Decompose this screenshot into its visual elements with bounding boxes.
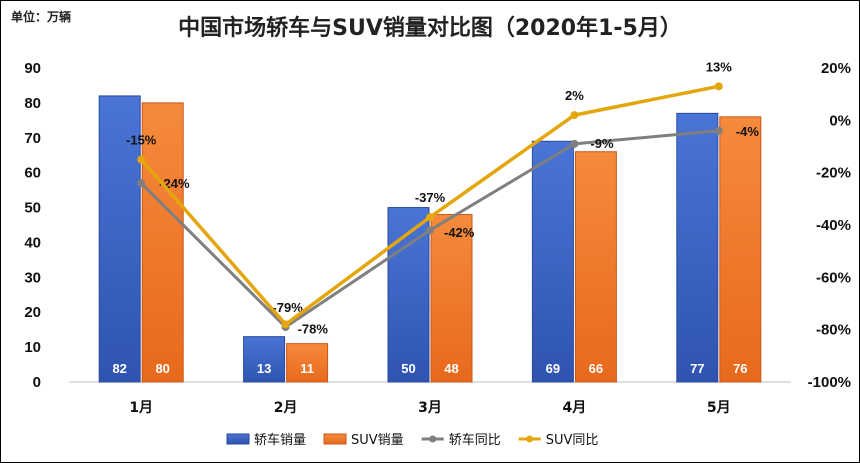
line-value-label: -15% (126, 133, 157, 148)
y-left-tick-label: 0 (33, 374, 41, 391)
line-point (137, 179, 146, 188)
legend-label: 轿车同比 (449, 432, 501, 448)
legend-label: 轿车销量 (254, 432, 306, 448)
legend-label: SUV销量 (351, 433, 404, 448)
bar-sedan (676, 112, 719, 383)
y-right-tick-label: -20% (816, 165, 851, 182)
line-value-label: -37% (415, 190, 446, 205)
bar-value-label: 11 (300, 361, 314, 376)
bar-sedan (98, 95, 141, 383)
bar-sedan (243, 336, 286, 383)
y-left-tick-label: 10 (24, 339, 41, 356)
y-right-tick-label: 20% (821, 60, 851, 77)
y-right-tick-label: -80% (816, 322, 851, 339)
chart-title: 中国市场轿车与SUV销量对比图（2020年1-5月） (178, 15, 682, 41)
y-left-tick-label: 50 (24, 200, 41, 217)
line-value-label: -42% (444, 225, 475, 240)
line-point (426, 226, 434, 235)
bar-value-label: 13 (257, 361, 271, 376)
bar-value-label: 82 (112, 361, 126, 376)
y-left-tick-label: 80 (24, 95, 41, 112)
line-point (714, 126, 723, 135)
bar-suv (286, 343, 329, 383)
legend-marker (526, 435, 534, 443)
line-point (137, 155, 146, 164)
x-category-label: 1月 (129, 400, 153, 416)
bar-value-label: 48 (444, 361, 458, 376)
legend-marker (429, 435, 437, 443)
bar-value-label: 50 (401, 361, 415, 376)
x-category-label: 2月 (274, 400, 298, 416)
line-point (570, 139, 579, 148)
line-point (714, 82, 723, 91)
y-left-tick-label: 30 (24, 269, 41, 286)
bar-suv (719, 116, 762, 383)
line-value-label: -79% (272, 300, 303, 315)
y-left-tick-label: 20 (24, 304, 41, 321)
bar-suv (574, 151, 617, 383)
legend-label: SUV同比 (546, 433, 599, 448)
y-left-tick-label: 90 (24, 60, 41, 77)
x-category-label: 3月 (418, 400, 442, 416)
bar-suv (430, 214, 473, 383)
y-left-tick-label: 70 (24, 130, 41, 147)
line-value-label: 2% (565, 88, 584, 103)
bar-value-label: 69 (546, 361, 560, 376)
legend-swatch (226, 433, 250, 445)
legend-swatch (323, 433, 347, 445)
line-suv-yoy (139, 84, 720, 327)
y-left-tick-label: 60 (24, 165, 41, 182)
line-point (281, 320, 290, 329)
bar-value-label: 76 (733, 361, 747, 376)
bar-suv (141, 102, 184, 383)
y-left-tick-label: 40 (24, 234, 41, 251)
x-category-label: 5月 (707, 400, 731, 416)
line-value-label: 13% (706, 59, 732, 74)
line-value-label: -78% (298, 321, 329, 336)
unit-label: 单位：万辆 (11, 9, 71, 24)
line-value-label: -9% (590, 136, 614, 151)
y-right-tick-label: -60% (816, 269, 851, 286)
bar-value-label: 77 (690, 361, 704, 376)
y-right-tick-label: -100% (808, 374, 851, 391)
y-right-tick-label: -40% (816, 217, 851, 234)
bar-sedan (531, 140, 574, 383)
y-right-tick-label: 0% (829, 112, 851, 129)
x-category-label: 4月 (563, 400, 587, 416)
bar-value-label: 80 (155, 361, 169, 376)
line-value-label: -4% (736, 124, 760, 139)
bar-value-label: 66 (589, 361, 603, 376)
line-point (426, 213, 434, 222)
line-point (570, 111, 579, 120)
